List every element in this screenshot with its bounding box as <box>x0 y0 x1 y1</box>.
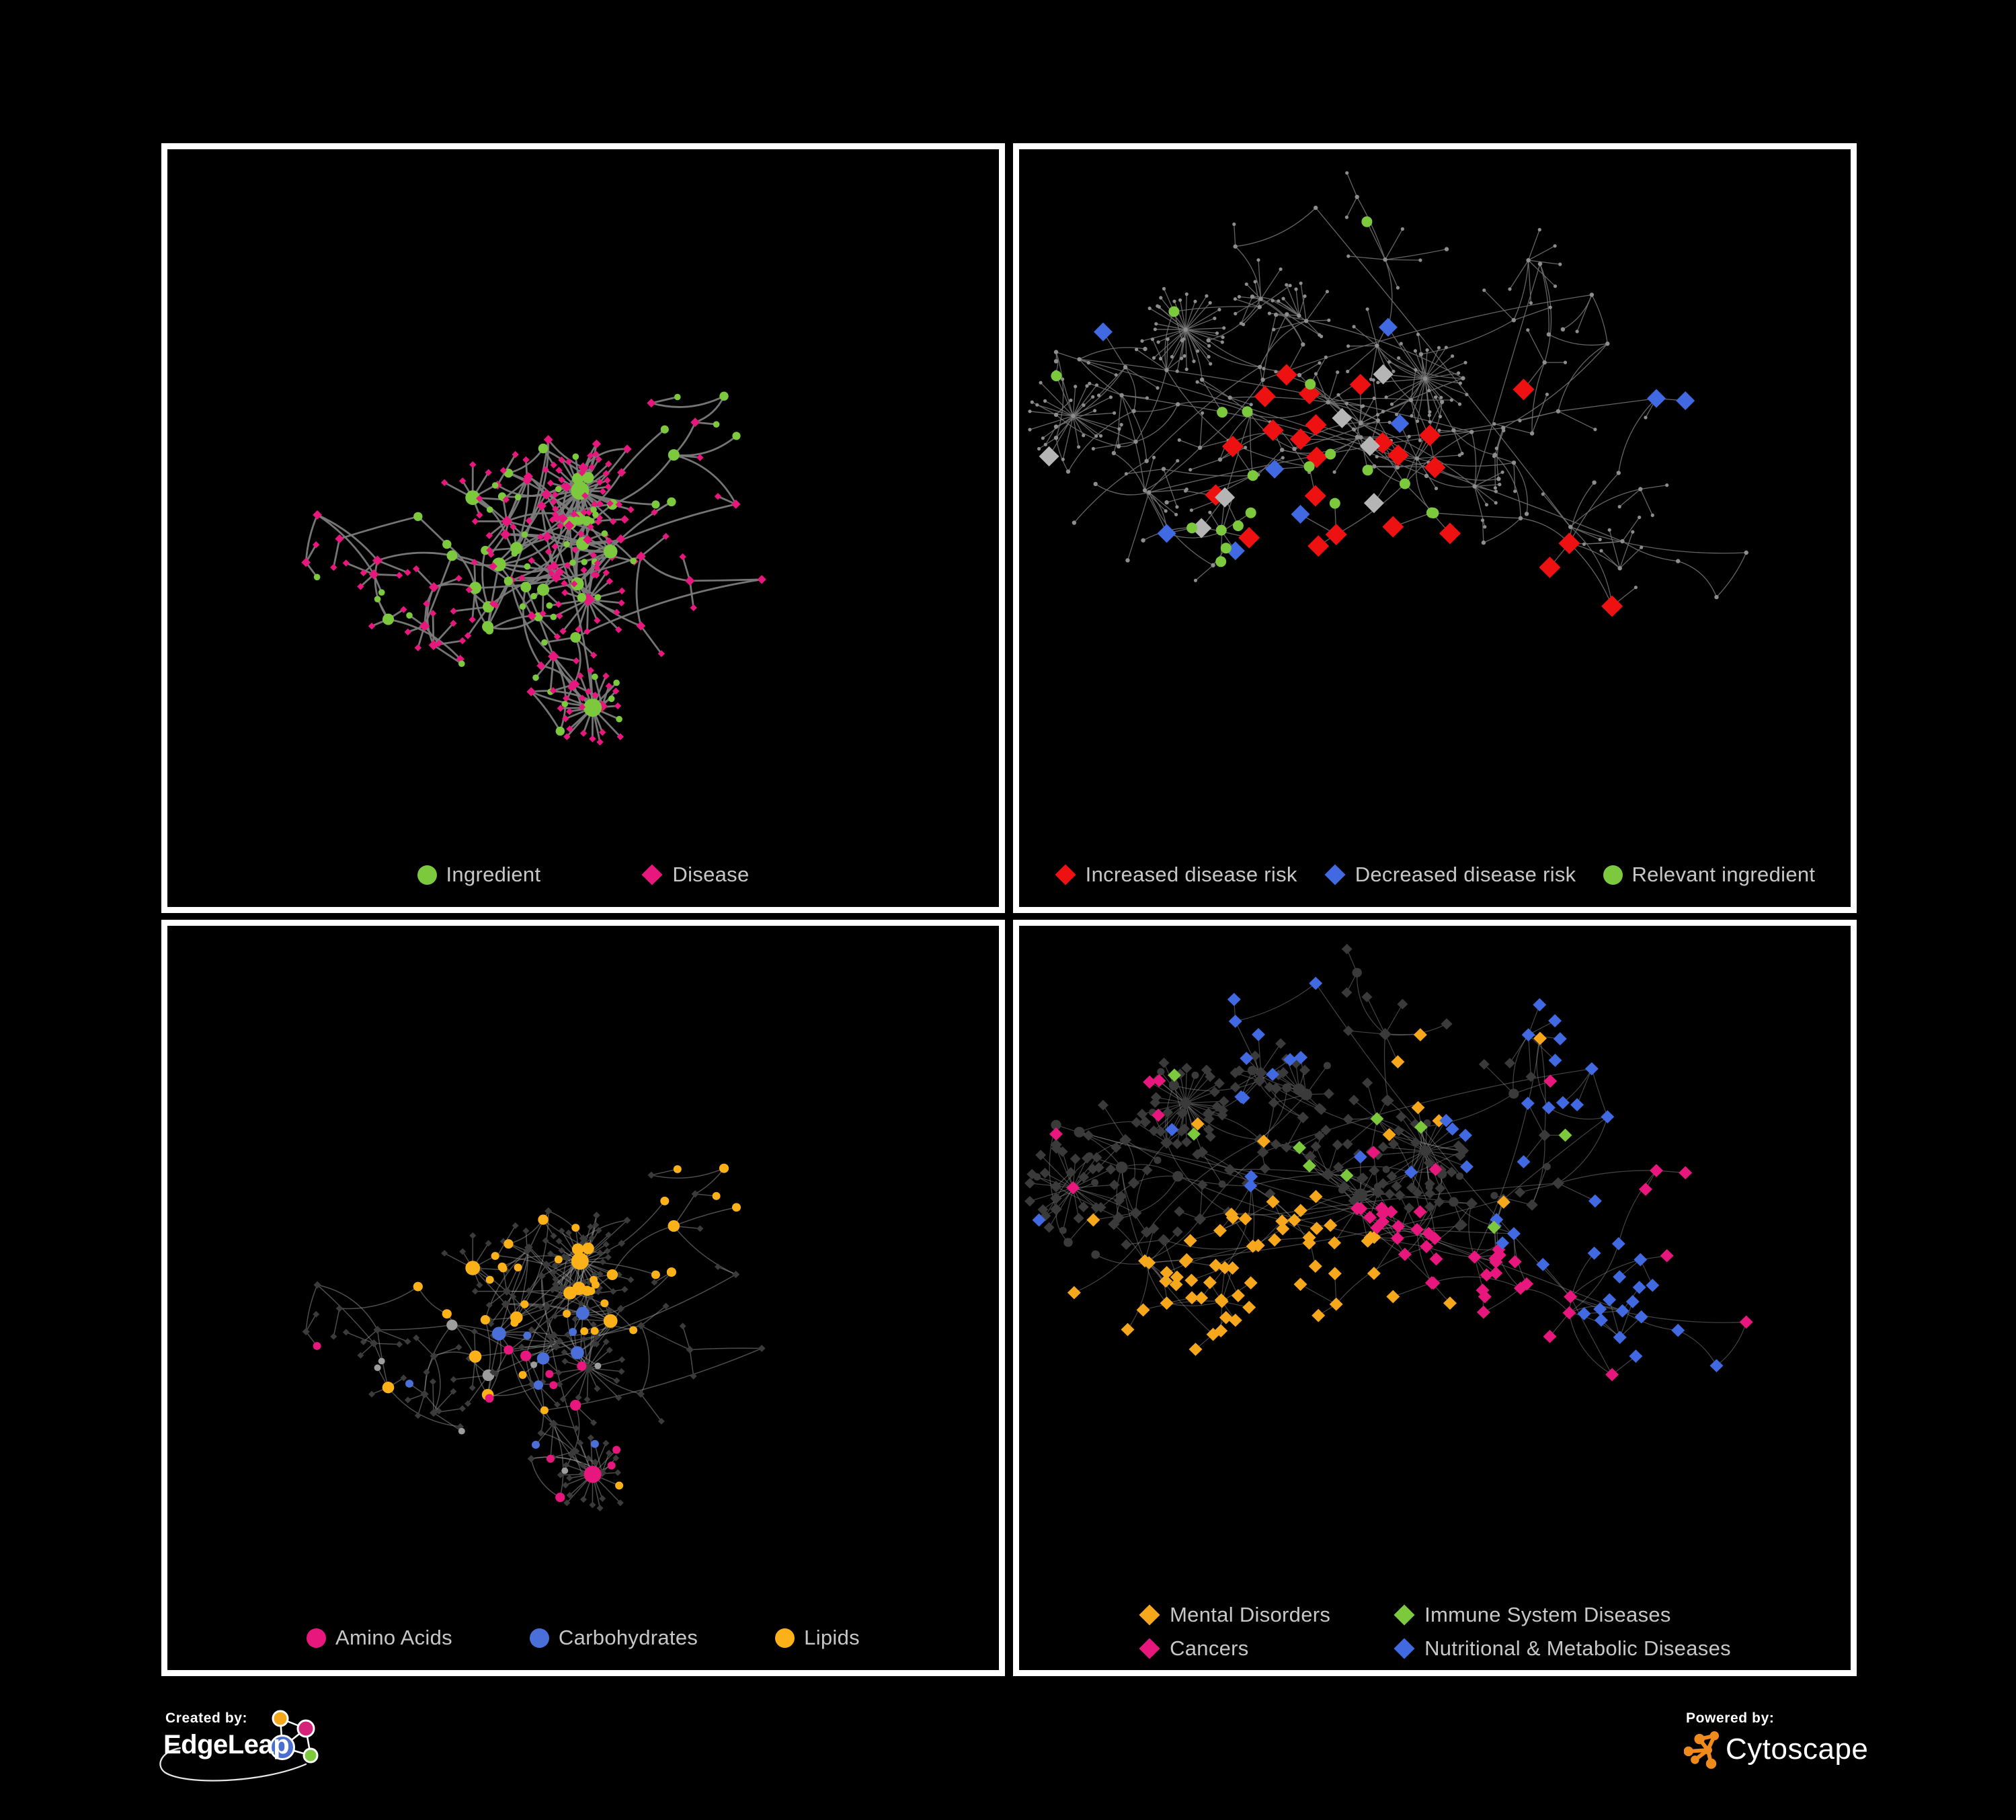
legend-circle-marker-icon <box>417 865 437 885</box>
legend-label: Nutritional & Metabolic Diseases <box>1424 1636 1731 1660</box>
legend-circle-marker-icon <box>1603 865 1623 885</box>
legend-diamond-marker-icon <box>1139 1638 1160 1659</box>
panel-disease-risk-network: Increased disease risk Decreased disease … <box>1013 143 1857 913</box>
legend-nutrient-classes: Amino Acids Carbohydrates Lipids <box>167 1626 999 1650</box>
cytoscape-wordmark: Cytoscape <box>1726 1733 1869 1766</box>
legend-diamond-marker-icon <box>1394 1638 1415 1659</box>
legend-item: Nutritional & Metabolic Diseases <box>1394 1636 1731 1661</box>
created-by-label: Created by: <box>165 1710 248 1726</box>
legend-label: Cancers <box>1170 1636 1249 1660</box>
panel-nutrient-class-network: Amino Acids Carbohydrates Lipids <box>161 920 1005 1676</box>
legend-ingredient-disease: Ingredient Disease <box>167 863 999 887</box>
legend-label: Increased disease risk <box>1085 863 1297 886</box>
legend-diamond-marker-icon <box>1139 1604 1160 1626</box>
legend-label: Relevant ingredient <box>1631 863 1816 886</box>
legend-label: Disease <box>672 863 750 886</box>
panel-ingredient-disease-network: Ingredient Disease <box>161 143 1005 913</box>
legend-item: Ingredient <box>417 863 541 887</box>
legend-label: Immune System Diseases <box>1424 1603 1671 1626</box>
cytoscape-logo-icon <box>1684 1731 1720 1769</box>
legend-label: Decreased disease risk <box>1355 863 1576 886</box>
legend-item: Mental Disorders <box>1139 1603 1394 1627</box>
network-graph-nutrient-classes <box>302 1163 766 1511</box>
legend-label: Carbohydrates <box>558 1626 698 1649</box>
panel-disease-category-network: Mental Disorders Immune System Diseases Ca… <box>1013 920 1857 1676</box>
edgeleap-credit: Created by: EdgeLeap <box>159 1710 499 1782</box>
legend-item: Carbohydrates <box>529 1626 698 1650</box>
legend-label: Ingredient <box>446 863 541 886</box>
legend-diamond-marker-icon <box>1394 1604 1415 1626</box>
legend-circle-marker-icon <box>307 1628 327 1648</box>
legend-item: Relevant ingredient <box>1603 863 1816 887</box>
legend-circle-marker-icon <box>529 1628 549 1648</box>
legend-label: Mental Disorders <box>1170 1603 1331 1626</box>
legend-label: Lipids <box>804 1626 860 1649</box>
network-graph-disease-categories <box>1024 943 1753 1382</box>
legend-item: Lipids <box>775 1626 860 1650</box>
legend-item: Decreased disease risk <box>1324 863 1576 887</box>
legend-diamond-marker-icon <box>1324 864 1346 885</box>
legend-diamond-marker-icon <box>1055 864 1076 885</box>
legend-label: Amino Acids <box>335 1626 452 1649</box>
legend-item: Amino Acids <box>307 1626 452 1650</box>
legend-item: Immune System Diseases <box>1394 1603 1731 1627</box>
legend-item: Cancers <box>1139 1636 1394 1661</box>
edgeleap-wordmark: EdgeLeap <box>163 1730 290 1759</box>
network-graph-disease-risk <box>1028 171 1748 617</box>
network-graph-ingredient-disease <box>301 391 766 746</box>
powered-by-label: Powered by: <box>1686 1710 1775 1726</box>
legend-disease-risk: Increased disease risk Decreased disease … <box>1019 863 1851 887</box>
edgeleap-logo-icon <box>159 1710 319 1782</box>
legend-circle-marker-icon <box>775 1628 795 1648</box>
legend-item: Increased disease risk <box>1055 863 1297 887</box>
cytoscape-credit: Powered by: Cytoscape <box>1684 1710 1966 1769</box>
legend-item: Disease <box>641 863 749 887</box>
legend-diamond-marker-icon <box>641 864 663 885</box>
legend-disease-categories: Mental Disorders Immune System Diseases Ca… <box>1019 1603 1851 1661</box>
